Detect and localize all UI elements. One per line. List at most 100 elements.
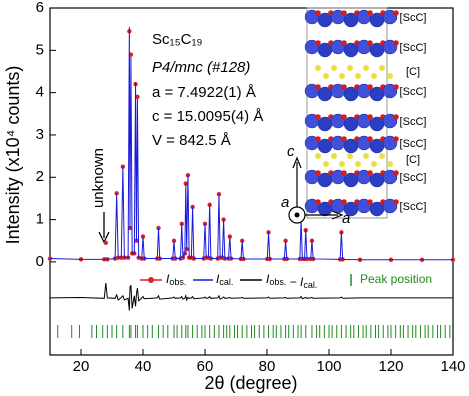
x-tick-label: 120 [378,358,403,375]
space-group: P4/mnc (#128) [152,59,250,76]
axis-label: a [281,194,289,211]
y-tick-label: 1 [36,211,44,228]
c-atom [315,136,321,142]
x-tick-label: 60 [197,358,214,375]
c-atom [367,136,373,142]
legend-label: Iobs. − Ical. [266,272,317,290]
layer-label: [ScC] [400,172,427,184]
x-tick-label: 80 [259,358,276,375]
c-atom [363,153,369,159]
c-atom [371,73,377,79]
x-axis-title: 2θ (degree) [204,373,297,393]
axis-label: c [287,143,295,160]
y-axis-title: Intensity (x10⁴ counts) [3,66,23,245]
c-atom [379,65,385,71]
unit-cell [306,7,388,219]
c-atom [379,153,385,159]
c-atom [339,73,345,79]
c-atom [393,114,399,120]
y-tick-label: 4 [36,84,44,101]
volume: V = 842.5 Å [152,132,231,149]
legend-label: Ical. [216,272,233,287]
c-atom [367,114,373,120]
x-tick-label: 40 [135,358,152,375]
c-atom [393,10,399,16]
x-tick-label: 100 [316,358,341,375]
y-tick-label: 3 [36,126,44,143]
c-atom [367,84,373,90]
axis-arrowhead [292,156,302,169]
c-atom [393,170,399,176]
c-atom [387,73,393,79]
c-atom [367,10,373,16]
plot-frame [49,7,454,356]
obs-point [47,256,53,261]
c-atom [315,40,321,46]
layer-label: [ScC] [400,116,427,128]
c-atom [323,161,329,167]
legend-label: Iobs. [166,272,186,287]
obs-point [103,240,109,246]
c-atom [341,136,347,142]
c-atom [315,153,321,159]
c-atom [355,161,361,167]
obs-point [134,238,139,243]
c-atom [387,161,393,167]
difference-line [49,283,453,311]
axis-arrowhead [331,210,344,220]
layer-label: [ScC] [400,138,427,150]
layer-label: [ScC] [400,86,427,98]
calc-line [49,27,453,261]
c-atom [393,136,399,142]
layer-label: [C] [406,66,420,78]
c-atom [315,84,321,90]
c-atom [315,170,321,176]
c-atom [347,65,353,71]
c-atom [367,40,373,46]
x-tick-label: 140 [440,358,465,375]
obs-point [135,94,140,100]
c-atom [315,114,321,120]
lattice-c: c = 15.0095(4) Å [152,108,263,125]
y-tick-label: 2 [36,168,44,185]
c-atom [393,84,399,90]
c-atom [341,10,347,16]
c-atom [339,161,345,167]
c-atom [367,170,373,176]
axis-dot [294,212,300,218]
c-atom [393,40,399,46]
c-atom [341,199,347,205]
layer-label: [ScC] [400,201,427,213]
layer-label: [C] [406,154,420,166]
layer-label: [ScC] [400,42,427,54]
c-atom [315,199,321,205]
c-atom [363,65,369,71]
c-atom [331,65,337,71]
c-atom [393,199,399,205]
obs-point [114,191,119,196]
lattice-a: a = 7.4922(1) Å [152,84,256,101]
c-atom [315,65,321,71]
c-atom [347,153,353,159]
c-atom [341,40,347,46]
formula: Sc₁₅C₁₉ [152,31,203,48]
legend-marker [148,277,154,283]
c-atom [341,170,347,176]
c-atom [367,199,373,205]
y-tick-label: 5 [36,41,44,58]
y-tick-label: 0 [36,253,44,270]
axis-label: a [342,210,350,227]
x-tick-label: 20 [73,358,90,375]
c-atom [331,153,337,159]
y-tick-label: 6 [36,0,44,16]
legend-label: Peak position [360,272,432,286]
c-atom [355,73,361,79]
unknown-label: unknown [90,148,107,208]
layer-label: [ScC] [400,12,427,24]
c-atom [341,114,347,120]
c-atom [341,84,347,90]
c-atom [323,73,329,79]
c-atom [315,10,321,16]
c-atom [371,161,377,167]
